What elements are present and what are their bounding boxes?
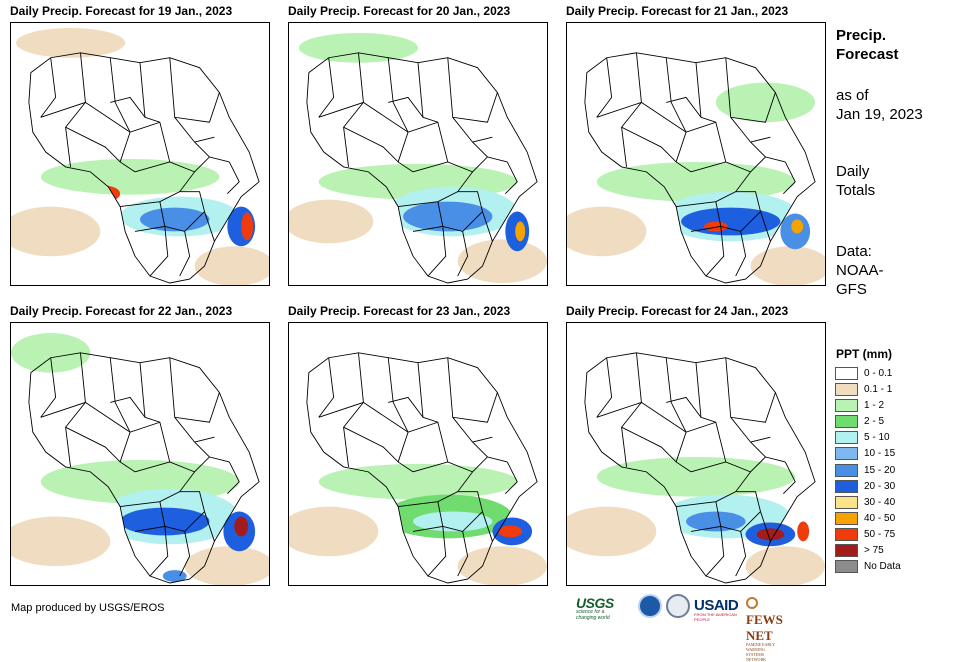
legend-label: 0.1 - 1 [864,384,893,396]
legend-label: 0 - 0.1 [864,368,893,379]
legend-swatch [835,479,858,493]
legend-swatch [835,399,858,413]
legend-label: 20 - 30 [864,480,896,492]
usaid-logo-text: USAID [694,597,739,614]
map-panel-22-jan: Daily Precip. Forecast for 22 Jan., 2023 [10,304,270,586]
map-panel-21-jan: Daily Precip. Forecast for 21 Jan., 2023 [566,4,826,286]
usgs-logo: USGS science for a changing world [576,595,614,621]
forecast-map-graphic [289,323,547,585]
sidebar-source: Data: NOAA- GFS [836,242,884,299]
credit-text: Map produced by USGS/EROS [11,602,165,614]
legend-label: 10 - 15 [864,448,896,460]
usaid-logo: USAID FROM THE AMERICAN PEOPLE [694,597,739,622]
usaid-logo-tagline: FROM THE AMERICAN PEOPLE [694,612,737,622]
forecast-map [10,322,270,586]
sidebar-totals: Daily Totals [836,162,875,200]
forecast-map [288,22,548,286]
sidebar-title: Precip. Forecast [836,26,899,64]
map-panel-20-jan: Daily Precip. Forecast for 20 Jan., 2023 [288,4,548,286]
globe-icon [746,597,758,609]
legend-label: > 75 [864,545,884,557]
sidebar-title-line2: Forecast [836,46,899,63]
forecast-map [566,322,826,586]
legend-swatch [835,560,858,574]
panel-title: Daily Precip. Forecast for 23 Jan., 2023 [288,304,511,318]
legend-label: 15 - 20 [864,464,896,476]
legend-label: 1 - 2 [864,400,885,412]
panel-title: Daily Precip. Forecast for 24 Jan., 2023 [566,304,789,318]
sidebar-totals-line2: Totals [836,182,876,199]
sidebar-source-line2: NOAA- [836,262,884,279]
usgs-logo-tagline: science for a changing world [576,609,610,621]
fews-net-logo: FEWS NET FAMINE EARLY WARNING SYSTEMS NE… [746,596,783,662]
legend-swatch [835,463,858,477]
forecast-map [566,22,826,286]
sidebar-source-line1: Data: [836,243,872,260]
forecast-map-graphic [11,23,269,285]
map-panel-24-jan: Daily Precip. Forecast for 24 Jan., 2023 [566,304,826,586]
legend-swatch [835,431,858,445]
legend-swatch [835,383,858,397]
doi-seal-logo [666,594,690,618]
usgs-logo-text: USGS [576,595,614,611]
panel-title: Daily Precip. Forecast for 19 Jan., 2023 [10,4,233,18]
sidebar-asof: as of Jan 19, 2023 [836,86,923,124]
panel-title: Daily Precip. Forecast for 21 Jan., 2023 [566,4,789,18]
legend-swatch [835,367,858,380]
legend-label: 5 - 10 [864,432,890,444]
forecast-map-graphic [567,323,825,585]
forecast-map [288,322,548,586]
legend-swatch [835,415,858,429]
legend-label: 2 - 5 [864,416,885,428]
legend-title: PPT (mm) [836,347,893,361]
legend-swatch [835,544,858,558]
map-panel-19-jan: Daily Precip. Forecast for 19 Jan., 2023 [10,4,270,286]
map-panel-23-jan: Daily Precip. Forecast for 23 Jan., 2023 [288,304,548,586]
legend-swatch [835,527,858,541]
legend-swatch [835,495,858,509]
legend-label: 40 - 50 [864,512,896,524]
sidebar-totals-line1: Daily [836,163,870,180]
noaa-logo [638,594,662,618]
forecast-map-graphic [289,23,547,285]
panel-title: Daily Precip. Forecast for 20 Jan., 2023 [288,4,511,18]
legend-swatch [835,447,858,461]
forecast-map-graphic [11,323,269,585]
forecast-map [10,22,270,286]
legend-label: 50 - 75 [864,528,896,540]
legend-label: 30 - 40 [864,496,896,508]
sidebar-asof-line1: as of [836,87,869,104]
fews-net-logo-text: FEWS NET [746,612,783,643]
forecast-map-graphic [567,23,825,285]
fews-net-logo-tagline: FAMINE EARLY WARNING SYSTEMS NETWORK [746,642,775,662]
legend-label: No Data [864,561,901,573]
sidebar-source-line3: GFS [836,281,867,298]
legend-swatch [835,511,858,525]
panel-title: Daily Precip. Forecast for 22 Jan., 2023 [10,304,233,318]
sidebar-title-line1: Precip. [836,27,887,44]
sidebar-asof-date: Jan 19, 2023 [836,106,923,123]
